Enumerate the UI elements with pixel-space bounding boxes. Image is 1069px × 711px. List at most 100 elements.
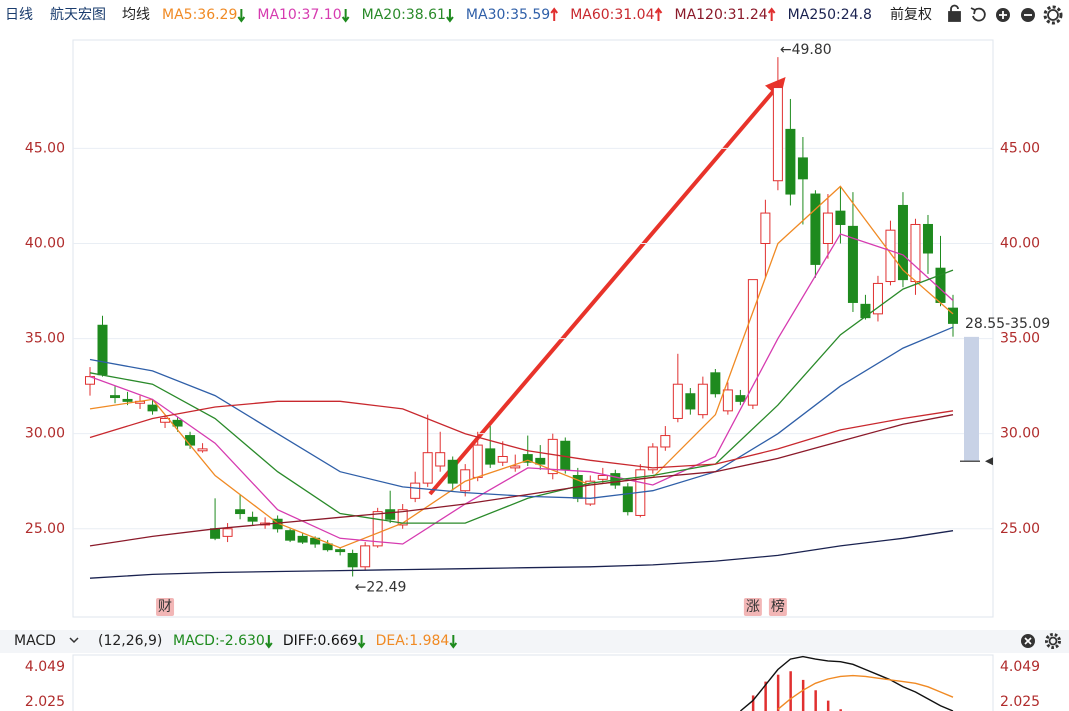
- legend-entry: MA60:31.04: [570, 7, 654, 23]
- candle-body: [860, 303, 871, 319]
- candle-body: [122, 398, 133, 402]
- legend-entry: MA20:38.61: [362, 7, 446, 23]
- candle-body: [760, 212, 771, 244]
- candle-body: [872, 282, 883, 315]
- candle-body: [822, 212, 833, 244]
- candle-body: [297, 535, 308, 543]
- ma-line: [89, 530, 954, 579]
- candle-body: [585, 480, 596, 505]
- macd-bar: [789, 671, 792, 711]
- macd-close-icon[interactable]: [1021, 634, 1035, 648]
- zoom-in-icon[interactable]: [996, 8, 1010, 22]
- dropdown-icon[interactable]: [69, 637, 79, 644]
- macd-params: (12,26,9): [98, 633, 162, 649]
- plot-frame: [72, 39, 994, 618]
- range-pointer: [985, 457, 993, 466]
- candle-body: [735, 395, 746, 402]
- candle-body: [947, 307, 958, 324]
- candle-body: [797, 157, 808, 180]
- legend-entry: MA120:31.24: [674, 7, 767, 23]
- candle-body: [810, 193, 821, 265]
- candle-body: [210, 528, 221, 539]
- event-marker: [156, 598, 175, 616]
- macd-frame: [72, 654, 994, 711]
- macd-bar: [814, 690, 817, 711]
- candle-body: [372, 511, 383, 547]
- candle-body: [222, 528, 233, 537]
- ma-label[interactable]: 均线: [122, 7, 150, 23]
- event-label: 涨: [746, 599, 760, 615]
- candle-body: [897, 204, 908, 281]
- candle-body: [547, 438, 558, 475]
- candle-body: [685, 393, 696, 410]
- candle-body: [847, 225, 858, 303]
- trend-arrow-icon: [446, 9, 454, 23]
- candle-body: [910, 223, 921, 283]
- candle-body: [397, 509, 408, 526]
- settings-icon[interactable]: [1043, 5, 1063, 25]
- macd-bar: [776, 674, 780, 711]
- macd-line: [777, 674, 954, 710]
- macd-title[interactable]: MACD: [14, 633, 56, 649]
- lock-icon[interactable]: [948, 4, 961, 22]
- candle-body: [235, 509, 246, 515]
- candle-body: [697, 383, 708, 416]
- macd-bar: [839, 709, 842, 711]
- ma-line: [89, 414, 954, 547]
- low-label: ←22.49: [355, 579, 407, 595]
- ma-line: [89, 400, 954, 469]
- candle-body: [247, 516, 258, 522]
- candle-body: [335, 549, 346, 553]
- toolbar-icons: [948, 4, 1063, 25]
- ma-line: [89, 269, 954, 524]
- trend-arrow-icon: [265, 635, 273, 649]
- trend-arrow-icon: [357, 635, 366, 649]
- candle-body: [410, 482, 421, 499]
- ma-line: [89, 185, 954, 549]
- stock-name: 航天宏图: [50, 7, 106, 23]
- macd-settings-icon[interactable]: [1045, 633, 1061, 649]
- high-label: ←49.80: [780, 42, 832, 58]
- candle-body: [347, 552, 358, 568]
- candle-body: [835, 210, 846, 225]
- candle-body: [597, 475, 608, 480]
- event-label: 财: [158, 599, 172, 615]
- y2-tick-label: 2.025: [1000, 694, 1040, 710]
- candle-body: [535, 457, 546, 465]
- adjust[interactable]: 前复权: [890, 6, 932, 23]
- macd-bar: [751, 695, 755, 711]
- y-tick-label: 2.025: [25, 694, 65, 710]
- candle-body: [97, 324, 108, 376]
- candle-body: [285, 530, 296, 541]
- trend-arrow-icon: [449, 635, 458, 649]
- y-tick-label: 40.00: [25, 235, 65, 251]
- y-tick-label: 35.00: [25, 331, 65, 347]
- candle-body: [147, 404, 158, 412]
- candle-body: [360, 545, 371, 568]
- candle-body: [722, 389, 733, 412]
- candle-body: [172, 419, 183, 427]
- legend-entry: MACD:-2.630: [173, 633, 265, 649]
- candle-body: [772, 87, 783, 182]
- zoom-out-icon[interactable]: [1021, 8, 1035, 22]
- trend-arrow-icon: [341, 9, 350, 23]
- legend-entry: DEA:1.984: [376, 633, 450, 649]
- range-label: 28.55-35.09: [965, 316, 1050, 332]
- candle-body: [660, 435, 671, 448]
- candle-body: [435, 452, 446, 467]
- y2-tick-label: 25.00: [1000, 521, 1040, 537]
- legend-entry: MA30:35.59: [466, 7, 550, 23]
- y-tick-label: 4.049: [25, 659, 65, 675]
- candle-body: [885, 229, 896, 283]
- candle-body: [647, 446, 658, 471]
- macd-area: [739, 655, 954, 711]
- y2-tick-label: 4.049: [1000, 659, 1040, 675]
- candle-body: [447, 459, 458, 484]
- candle-body: [622, 486, 633, 513]
- candle-body: [710, 372, 721, 395]
- trend-arrow-icon: [550, 7, 559, 21]
- undo-icon[interactable]: [970, 7, 986, 22]
- range-bar: [964, 336, 979, 462]
- period[interactable]: 日线: [5, 7, 33, 23]
